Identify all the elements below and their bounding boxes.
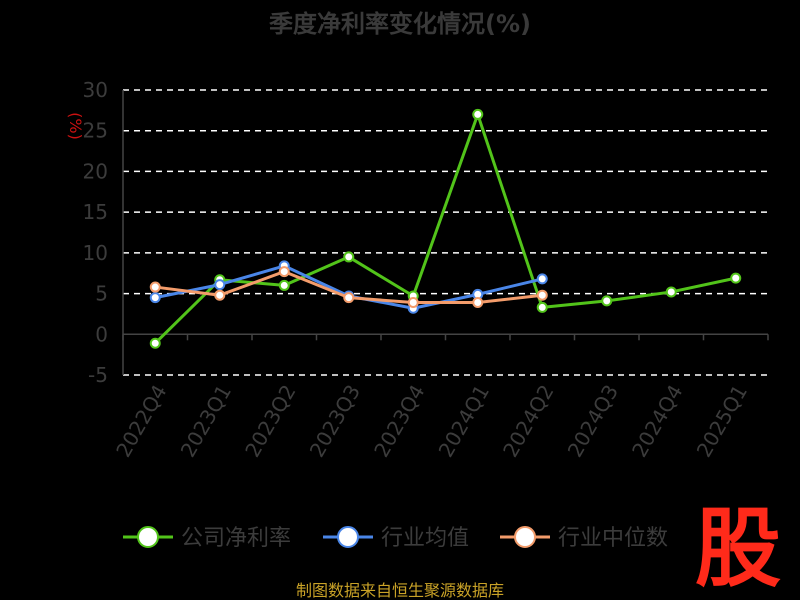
series-行业中位数	[149, 266, 548, 309]
legend-marker	[337, 526, 359, 548]
y-axis-ticks: 30 25 20 15 10 5 0 -5	[83, 78, 108, 387]
x-tick-label: 2024Q4	[627, 381, 687, 462]
y-axis-unit: (%)	[66, 112, 85, 140]
data-point	[278, 279, 290, 291]
x-tick-label: 2023Q3	[305, 381, 365, 462]
legend-marker	[514, 526, 536, 548]
data-point	[472, 108, 484, 120]
data-point	[343, 251, 355, 263]
legend-item[interactable]: 行业均值	[323, 526, 469, 551]
data-point	[601, 295, 613, 307]
data-point	[214, 279, 226, 291]
x-axis-ticks: 2022Q4 2023Q1 2023Q2 2023Q3 2023Q4 2024Q1 2024…	[111, 381, 752, 462]
y-tick-label: 0	[95, 322, 108, 346]
x-tick-label: 2023Q2	[240, 381, 300, 462]
chart-title: 季度净利率变化情况(%)	[269, 10, 531, 38]
y-tick-label: 15	[83, 200, 108, 224]
legend-label: 行业中位数	[558, 526, 668, 551]
y-tick-label: -5	[88, 363, 108, 387]
source-note: 制图数据来自恒生聚源数据库	[296, 581, 504, 600]
legend-marker	[137, 526, 159, 548]
x-tick-label: 2024Q1	[434, 381, 494, 462]
x-tick-label: 2023Q4	[369, 381, 429, 462]
x-axis	[122, 90, 769, 375]
legend-item[interactable]: 行业中位数	[500, 526, 668, 551]
data-point	[536, 289, 548, 301]
legend-label: 公司净利率	[181, 526, 291, 551]
series-行业均值	[149, 260, 548, 314]
logo-mark: 股	[695, 499, 781, 599]
legend: 公司净利率 行业均值 行业中位数	[123, 526, 668, 551]
data-point	[536, 301, 548, 313]
data-point	[343, 292, 355, 304]
data-point	[730, 272, 742, 284]
x-tick-label: 2022Q4	[111, 381, 171, 462]
y-tick-label: 5	[95, 282, 108, 306]
data-point	[407, 297, 419, 309]
legend-label: 行业均值	[381, 526, 469, 551]
y-tick-label: 20	[83, 159, 108, 183]
legend-item[interactable]: 公司净利率	[123, 526, 291, 551]
series-layer	[149, 108, 742, 349]
grid-lines	[123, 89, 768, 376]
y-tick-label: 30	[83, 78, 108, 102]
data-point	[536, 273, 548, 285]
x-tick-label: 2024Q3	[563, 381, 623, 462]
data-point	[149, 292, 161, 304]
x-tick-label: 2023Q1	[176, 381, 236, 462]
series-line	[154, 112, 737, 345]
data-point	[278, 266, 290, 278]
x-tick-label: 2025Q1	[692, 381, 752, 462]
y-tick-label: 25	[83, 119, 108, 143]
data-point	[149, 281, 161, 293]
data-point	[472, 297, 484, 309]
series-公司净利率	[149, 108, 742, 349]
data-point	[214, 289, 226, 301]
y-tick-label: 10	[83, 241, 108, 265]
data-point	[665, 286, 677, 298]
x-tick-label: 2024Q2	[498, 381, 558, 462]
data-point	[149, 337, 161, 349]
